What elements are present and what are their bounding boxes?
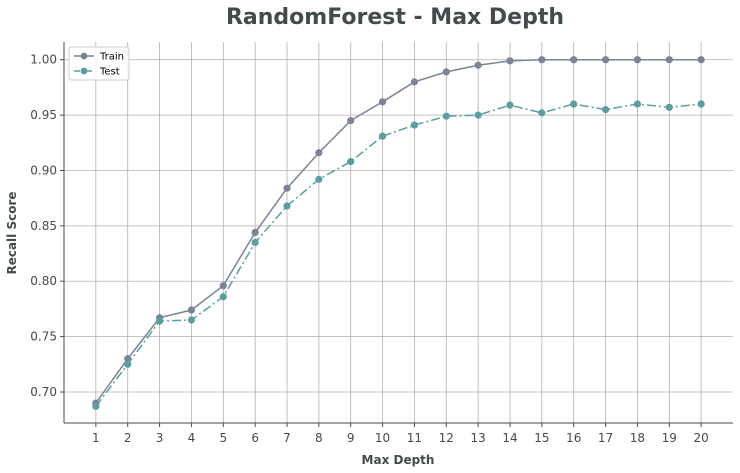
data-point-train (697, 56, 705, 64)
x-tick-label: 8 (315, 431, 323, 445)
data-point-test (570, 100, 578, 108)
y-tick-label: 0.70 (30, 385, 57, 399)
legend-label-test: Test (99, 67, 120, 78)
x-tick-label: 10 (375, 431, 390, 445)
x-tick-label: 7 (283, 431, 291, 445)
data-point-train (410, 78, 419, 86)
legend: Train Test (68, 46, 130, 81)
x-tick-label: 19 (662, 431, 677, 445)
x-tick-label: 1 (92, 431, 100, 445)
data-point-test (92, 402, 100, 410)
chart-title: RandomForest - Max Depth (226, 5, 564, 30)
data-point-train (378, 98, 387, 106)
data-point-test (538, 109, 546, 117)
data-point-test (410, 121, 419, 129)
data-point-train (538, 56, 546, 64)
data-point-test (251, 238, 259, 247)
axes-spines (63, 42, 733, 424)
x-tick-label: 20 (694, 431, 709, 445)
data-point-train (251, 228, 259, 237)
x-tick-label: 3 (156, 431, 164, 445)
x-tick-label: 15 (534, 431, 549, 445)
data-point-train (219, 282, 227, 290)
series-line-test (95, 103, 702, 407)
data-point-test (442, 112, 450, 120)
x-tick-label: 14 (502, 431, 517, 445)
x-tick-label: 2 (124, 431, 132, 445)
data-point-test (124, 360, 132, 368)
y-axis-ticks: 0.70 0.75 0.80 0.85 0.90 0.95 1.00 (30, 53, 64, 399)
legend-marker-test (80, 67, 88, 75)
data-point-test (347, 158, 355, 166)
y-tick-label: 0.90 (30, 163, 57, 177)
data-point-train (633, 56, 642, 64)
y-tick-label: 1.00 (30, 53, 57, 67)
grid (64, 42, 733, 423)
data-point-test (601, 105, 610, 114)
x-tick-label: 5 (219, 431, 227, 445)
data-point-test (187, 316, 196, 324)
data-point-test (315, 175, 323, 183)
data-point-train (347, 117, 355, 125)
x-axis-label: Max Depth (362, 453, 435, 467)
x-tick-label: 13 (471, 431, 486, 445)
data-point-train (187, 306, 196, 314)
data-point-test (506, 101, 514, 109)
data-point-train (442, 68, 450, 76)
x-tick-label: 18 (630, 431, 645, 445)
x-tick-label: 17 (598, 431, 613, 445)
x-tick-label: 11 (407, 431, 422, 445)
data-point-train (601, 56, 610, 64)
data-point-train (506, 57, 514, 65)
x-tick-label: 9 (347, 431, 355, 445)
data-point-train (474, 61, 482, 69)
data-point-test (155, 317, 164, 325)
data-point-test (219, 293, 227, 301)
y-tick-label: 0.85 (30, 219, 57, 233)
y-axis-label: Recall Score (5, 191, 19, 274)
x-tick-label: 16 (566, 431, 581, 445)
data-point-train (124, 355, 132, 363)
y-tick-label: 0.95 (30, 108, 57, 122)
legend-label-train: Train (99, 52, 124, 63)
y-tick-label: 0.75 (30, 330, 57, 344)
data-point-test (697, 100, 705, 108)
y-tick-label: 0.80 (30, 274, 57, 288)
data-point-test (378, 132, 387, 140)
legend-marker-train (80, 52, 88, 60)
x-axis-ticks: 1 2 3 4 5 6 7 8 9 10 11 12 13 14 15 16 17 18 19 20 (92, 423, 709, 445)
series (92, 56, 705, 410)
series-line-train (95, 58, 702, 404)
data-point-test (283, 202, 291, 210)
x-tick-label: 4 (188, 431, 196, 445)
data-point-test (665, 103, 673, 111)
data-point-train (283, 184, 291, 192)
data-point-train (315, 149, 323, 157)
data-point-train (570, 56, 578, 64)
data-point-test (633, 100, 642, 108)
x-tick-label: 6 (251, 431, 259, 445)
x-tick-label: 12 (439, 431, 454, 445)
data-point-train (665, 56, 673, 64)
data-point-test (474, 111, 482, 119)
